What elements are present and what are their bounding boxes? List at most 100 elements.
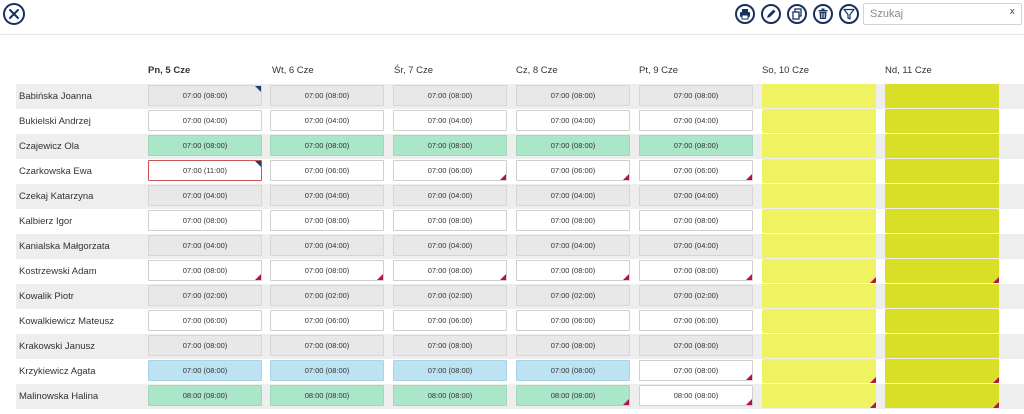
schedule-cell[interactable]: 07:00 (06:00) [639,310,753,331]
schedule-cell[interactable]: 07:00 (04:00) [270,110,384,131]
day-header: Nd, 11 Cze [885,65,932,76]
schedule-cell[interactable]: 08:00 (08:00) [639,385,753,406]
schedule-cell[interactable]: 07:00 (08:00) [148,135,262,156]
schedule-cell[interactable] [762,159,876,183]
schedule-cell[interactable]: 07:00 (06:00) [516,160,630,181]
schedule-cell[interactable]: 07:00 (04:00) [639,235,753,256]
schedule-cell[interactable]: 07:00 (06:00) [516,310,630,331]
schedule-cell[interactable]: 07:00 (08:00) [148,210,262,231]
schedule-cell[interactable] [762,384,876,408]
schedule-cell[interactable]: 07:00 (02:00) [148,285,262,306]
schedule-cell[interactable]: 08:00 (08:00) [393,385,507,406]
schedule-cell[interactable] [885,259,999,283]
schedule-cell[interactable]: 07:00 (08:00) [393,85,507,106]
schedule-cell[interactable]: 07:00 (08:00) [270,210,384,231]
schedule-cell[interactable]: 07:00 (06:00) [393,310,507,331]
schedule-cell[interactable]: 07:00 (08:00) [639,360,753,381]
schedule-cell[interactable]: 07:00 (08:00) [393,210,507,231]
search-input[interactable] [870,6,998,21]
schedule-cell[interactable] [762,184,876,208]
schedule-cell[interactable]: 07:00 (08:00) [148,260,262,281]
schedule-cell[interactable] [762,259,876,283]
schedule-cell[interactable]: 07:00 (06:00) [639,160,753,181]
schedule-cell[interactable]: 07:00 (06:00) [270,160,384,181]
schedule-cell[interactable]: 07:00 (06:00) [148,310,262,331]
schedule-cell[interactable]: 07:00 (04:00) [270,185,384,206]
schedule-cell[interactable]: 07:00 (08:00) [639,135,753,156]
schedule-cell[interactable]: 07:00 (08:00) [393,360,507,381]
schedule-cell[interactable]: 07:00 (08:00) [393,335,507,356]
schedule-cell[interactable]: 07:00 (04:00) [393,110,507,131]
filter-button[interactable] [839,4,859,24]
schedule-cell[interactable]: 07:00 (04:00) [148,110,262,131]
schedule-cell[interactable]: 07:00 (08:00) [148,335,262,356]
schedule-cell[interactable] [762,109,876,133]
schedule-cell[interactable]: 07:00 (04:00) [148,185,262,206]
schedule-cell[interactable]: 07:00 (08:00) [270,360,384,381]
schedule-cell[interactable]: 07:00 (08:00) [393,135,507,156]
delete-button[interactable] [813,4,833,24]
search-clear-button[interactable]: x [1009,7,1015,17]
schedule-cell[interactable]: 07:00 (08:00) [639,85,753,106]
schedule-cell[interactable]: 07:00 (08:00) [393,260,507,281]
schedule-cell[interactable] [885,184,999,208]
schedule-cell[interactable] [885,359,999,383]
schedule-cell[interactable]: 07:00 (08:00) [516,85,630,106]
schedule-cell[interactable]: 07:00 (06:00) [270,310,384,331]
schedule-cell[interactable]: 07:00 (08:00) [639,210,753,231]
copy-button[interactable] [787,4,807,24]
schedule-cell[interactable] [885,84,999,108]
schedule-cell[interactable]: 07:00 (02:00) [639,285,753,306]
schedule-cell[interactable] [885,134,999,158]
schedule-cell[interactable]: 07:00 (08:00) [639,260,753,281]
schedule-cell[interactable] [762,84,876,108]
schedule-cell[interactable]: 07:00 (04:00) [516,185,630,206]
schedule-cell[interactable]: 07:00 (04:00) [639,185,753,206]
close-button[interactable] [3,3,25,25]
schedule-cell[interactable] [762,359,876,383]
schedule-cell[interactable] [762,334,876,358]
schedule-cell[interactable]: 07:00 (08:00) [516,260,630,281]
schedule-cell[interactable]: 07:00 (04:00) [516,110,630,131]
schedule-cell[interactable]: 07:00 (08:00) [516,135,630,156]
schedule-cell[interactable] [885,309,999,333]
schedule-cell[interactable]: 08:00 (08:00) [148,385,262,406]
schedule-cell[interactable]: 08:00 (08:00) [516,385,630,406]
schedule-cell[interactable]: 08:00 (08:00) [270,385,384,406]
schedule-cell[interactable]: 07:00 (02:00) [270,285,384,306]
schedule-cell[interactable]: 07:00 (08:00) [639,335,753,356]
schedule-cell[interactable] [885,284,999,308]
edit-button[interactable] [761,4,781,24]
schedule-cell[interactable]: 07:00 (04:00) [270,235,384,256]
schedule-cell[interactable]: 07:00 (11:00) [148,160,262,181]
schedule-cell[interactable]: 07:00 (02:00) [393,285,507,306]
schedule-cell[interactable]: 07:00 (08:00) [270,135,384,156]
schedule-cell[interactable]: 07:00 (08:00) [270,85,384,106]
schedule-cell[interactable]: 07:00 (04:00) [516,235,630,256]
schedule-cell[interactable]: 07:00 (04:00) [148,235,262,256]
schedule-cell[interactable]: 07:00 (08:00) [148,360,262,381]
schedule-cell[interactable] [885,159,999,183]
schedule-cell[interactable]: 07:00 (04:00) [639,110,753,131]
schedule-cell[interactable]: 07:00 (04:00) [393,235,507,256]
schedule-cell[interactable]: 07:00 (08:00) [148,85,262,106]
schedule-cell[interactable] [762,309,876,333]
schedule-cell[interactable] [762,134,876,158]
schedule-cell[interactable] [762,234,876,258]
schedule-cell[interactable] [762,284,876,308]
schedule-cell[interactable] [762,209,876,233]
schedule-cell[interactable] [885,384,999,408]
schedule-cell[interactable] [885,234,999,258]
schedule-cell[interactable] [885,209,999,233]
schedule-cell[interactable] [885,109,999,133]
schedule-cell[interactable]: 07:00 (08:00) [270,335,384,356]
schedule-cell[interactable]: 07:00 (08:00) [516,360,630,381]
schedule-cell[interactable]: 07:00 (04:00) [393,185,507,206]
schedule-cell[interactable]: 07:00 (08:00) [270,260,384,281]
schedule-cell[interactable]: 07:00 (08:00) [516,335,630,356]
print-button[interactable] [735,4,755,24]
schedule-cell[interactable]: 07:00 (08:00) [516,210,630,231]
schedule-cell[interactable]: 07:00 (02:00) [516,285,630,306]
schedule-cell[interactable] [885,334,999,358]
schedule-cell[interactable]: 07:00 (06:00) [393,160,507,181]
